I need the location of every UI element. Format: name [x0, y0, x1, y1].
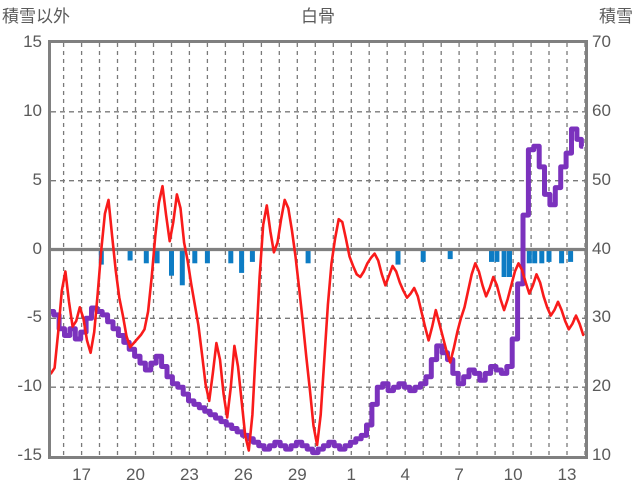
x-axis-tick: 17 — [72, 465, 92, 484]
x-axis-tick: 10 — [503, 465, 523, 484]
grid-horizontal — [51, 111, 585, 388]
precip-bar — [420, 249, 426, 262]
left-axis-unit-label: 積雪以外 — [2, 7, 70, 26]
precip-bar — [526, 249, 532, 264]
y-axis-right-tick: 20 — [592, 376, 611, 396]
chart-canvas — [51, 43, 585, 456]
x-axis-tick: 26 — [233, 465, 253, 484]
precip-bar — [143, 249, 149, 264]
y-axis-right-tick: 50 — [592, 169, 611, 189]
y-axis-left-tick: 0 — [32, 238, 42, 258]
precip-bar — [501, 249, 507, 277]
plot-inner — [51, 43, 585, 456]
precip-bars — [98, 249, 574, 286]
y-axis-right-tick: 40 — [592, 238, 611, 258]
precip-bar — [559, 249, 565, 264]
y-axis-left-tick: 5 — [32, 169, 42, 189]
x-axis-tick: 20 — [126, 465, 145, 484]
y-axis-right-tick: 60 — [592, 100, 611, 120]
x-axis-tick: 23 — [179, 465, 199, 484]
y-axis-right-tick: 70 — [592, 32, 611, 51]
x-axis-tick: 4 — [400, 465, 410, 484]
x-axis-tick: 1 — [346, 465, 356, 484]
precip-bar — [305, 249, 311, 264]
y-axis-left-tick: -15 — [17, 445, 42, 464]
precip-bar — [507, 249, 512, 277]
plot-frame — [48, 40, 588, 459]
precip-bar — [179, 249, 185, 286]
y-axis-right-tick: 10 — [592, 445, 611, 464]
precip-bar — [539, 249, 545, 264]
precip-bar — [204, 249, 210, 264]
precip-bar — [228, 249, 234, 264]
y-axis-left-tick: 15 — [23, 32, 42, 51]
x-axis-tick: 7 — [454, 465, 464, 484]
page-title: 白骨 — [301, 7, 335, 26]
temperature-line — [51, 184, 585, 452]
precip-bar — [546, 249, 552, 262]
precip-bar — [154, 249, 160, 264]
y-axis-right-tick: 30 — [592, 307, 611, 327]
precip-bar — [395, 249, 401, 265]
y-axis-left-tick: 10 — [23, 100, 42, 120]
snow-depth-line — [51, 126, 584, 456]
precip-bar — [169, 249, 174, 276]
precip-bar — [239, 249, 245, 273]
precip-bar — [127, 249, 133, 261]
precip-bar — [568, 249, 574, 262]
precip-bar — [494, 249, 500, 262]
x-axis-tick: 13 — [557, 465, 577, 484]
precip-bar — [192, 249, 198, 264]
precip-bar — [447, 249, 453, 260]
right-axis-unit-label: 積雪 — [599, 7, 633, 26]
precip-bar — [532, 249, 538, 264]
y-axis-left-tick: -10 — [17, 376, 42, 396]
precip-bar — [489, 249, 494, 262]
y-axis-left-tick: -5 — [26, 307, 42, 327]
precip-bar — [249, 249, 255, 262]
x-axis-tick: 29 — [287, 465, 307, 484]
